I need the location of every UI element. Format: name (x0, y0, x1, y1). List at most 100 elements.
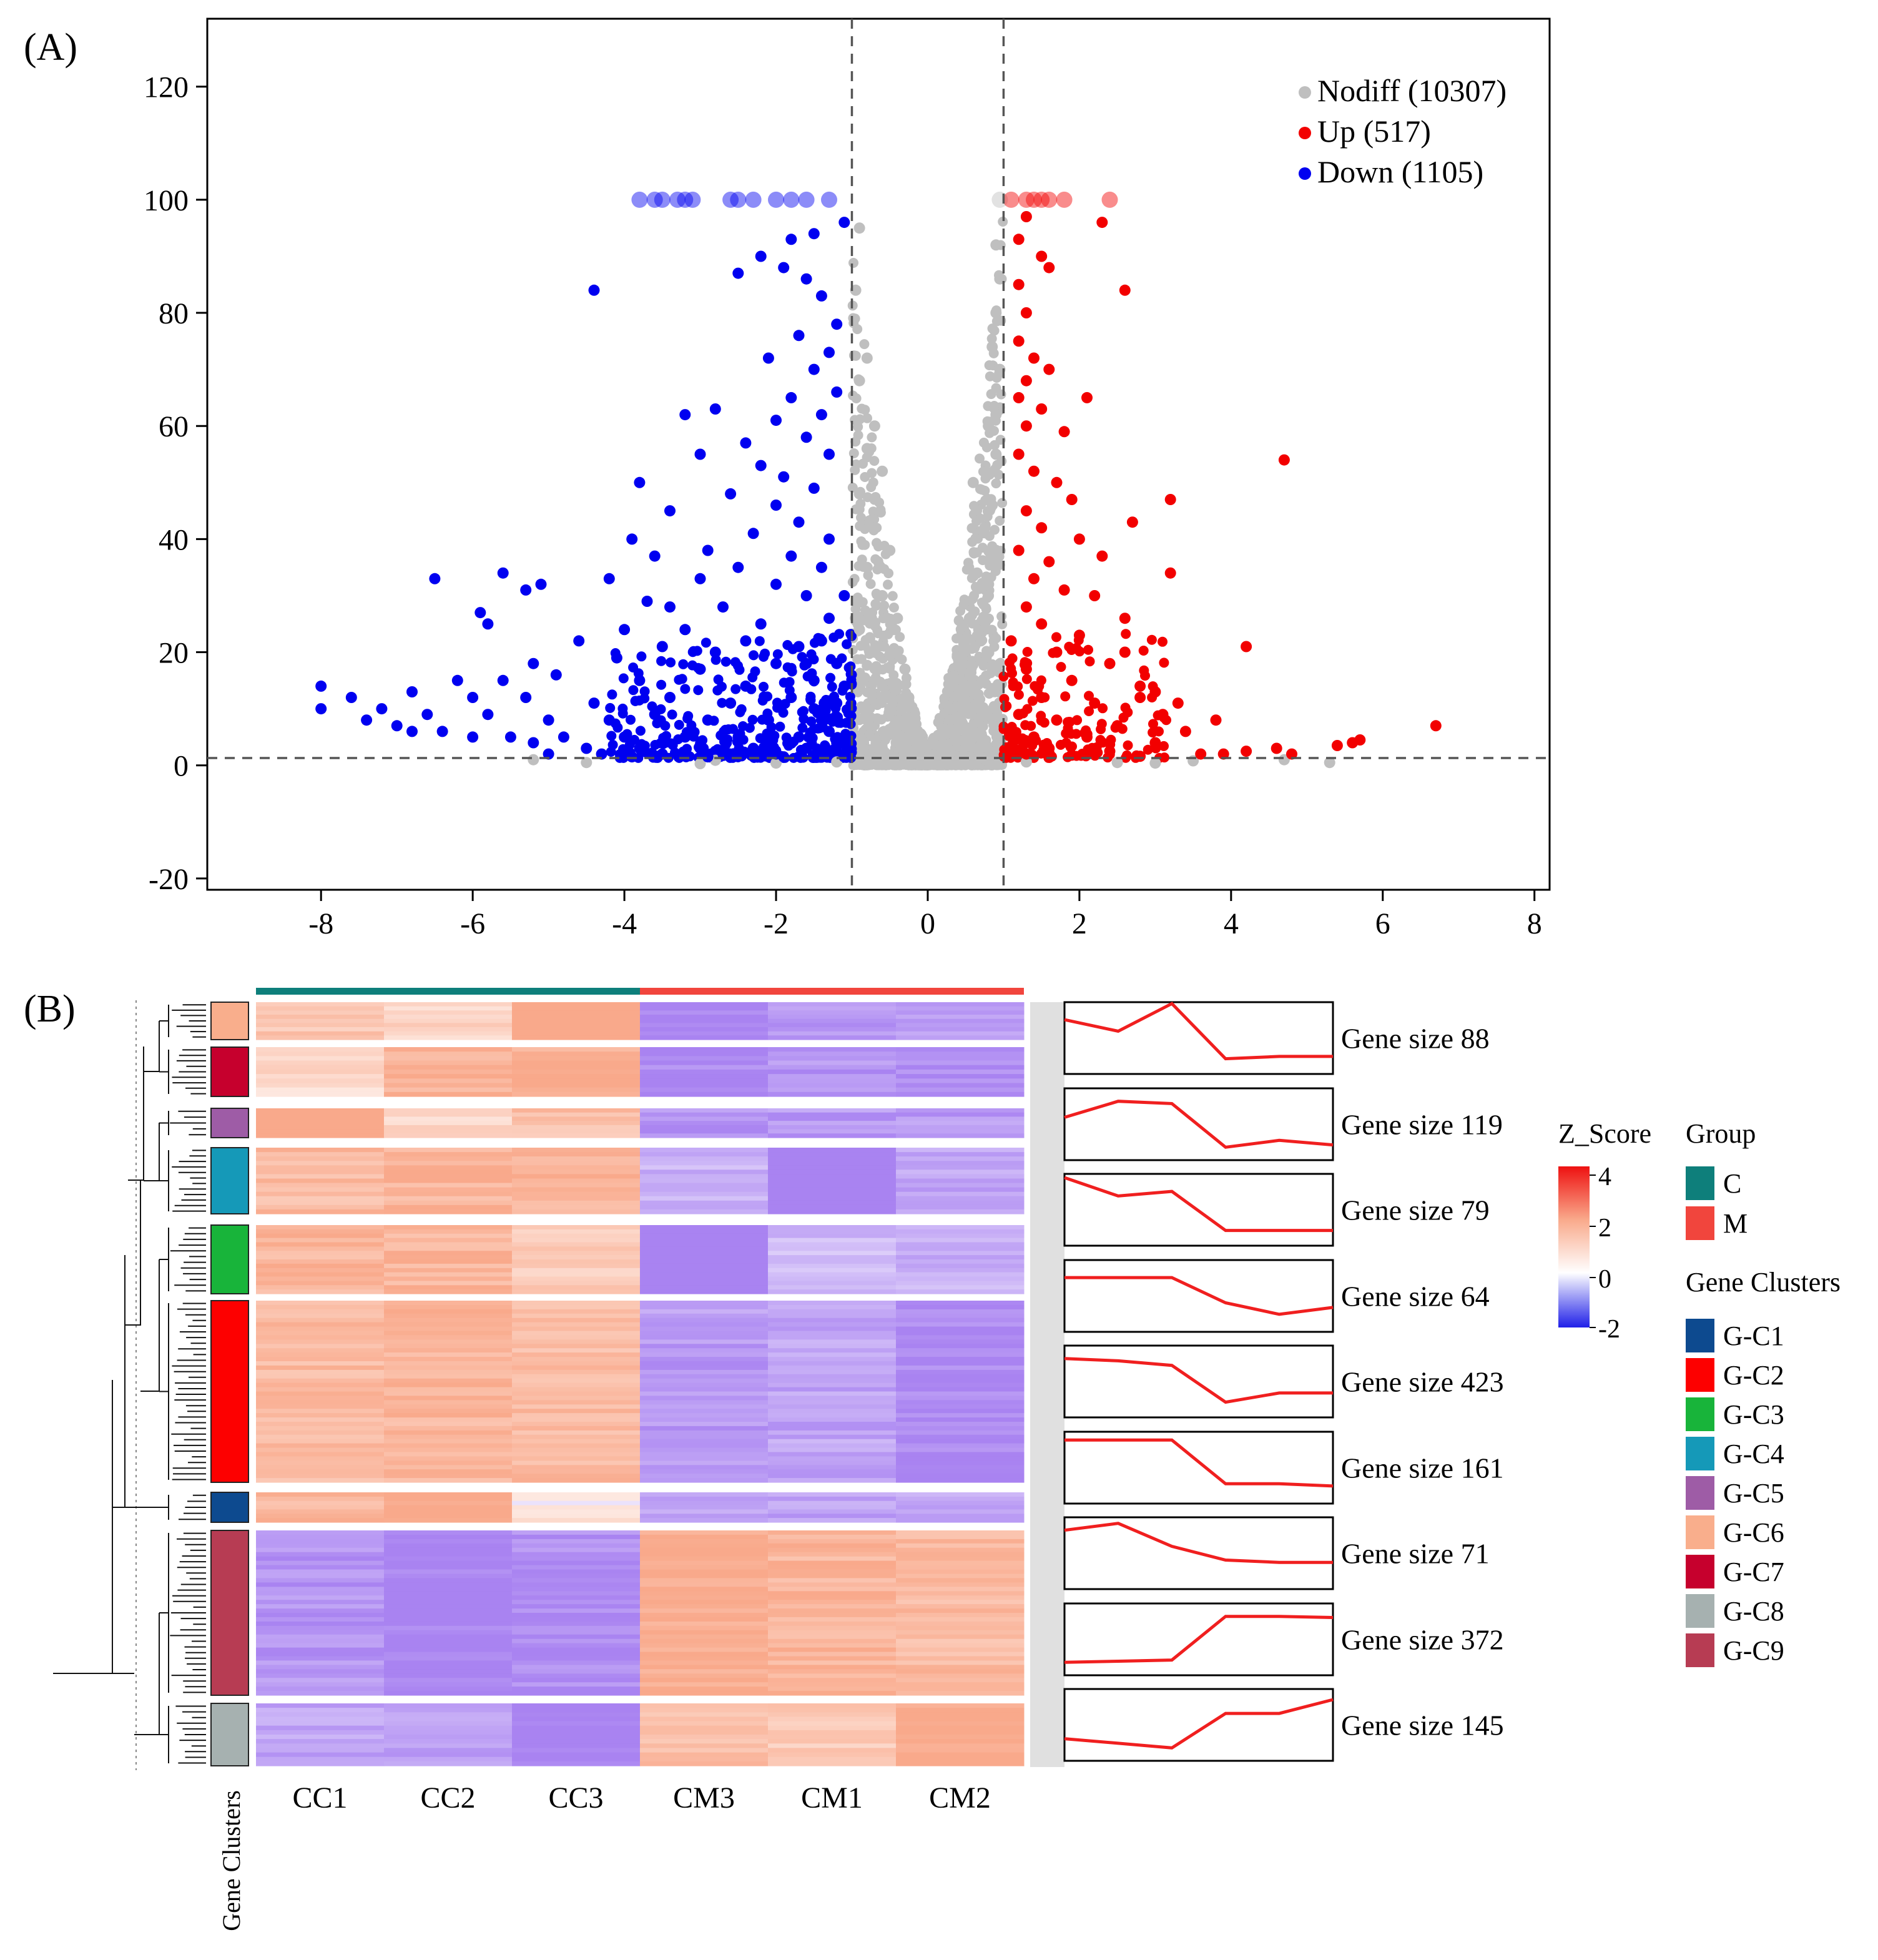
down-point (666, 657, 676, 667)
up-point (1179, 726, 1191, 737)
heatmap-cell (384, 1422, 513, 1427)
nodiff-point (962, 758, 973, 769)
down-point (799, 714, 809, 724)
cluster-color-bar (210, 1703, 249, 1766)
column-label: CC1 (292, 1781, 347, 1815)
nodiff-point (986, 500, 998, 511)
heatmap-cell (512, 1573, 641, 1578)
heatmap-cell (896, 1569, 1025, 1574)
up-point (1066, 749, 1078, 761)
heatmap-cell (640, 1209, 769, 1214)
cluster-swatch (1686, 1555, 1714, 1588)
heatmap-cell (896, 1582, 1025, 1587)
heatmap-cell (512, 1687, 641, 1692)
down-point (661, 731, 672, 741)
heatmap-cell (512, 1196, 641, 1201)
up-point (1119, 613, 1131, 624)
nodiff-point (856, 513, 866, 523)
heatmap-cell (640, 1272, 769, 1278)
up-point (1331, 740, 1343, 751)
heatmap-cell (512, 1660, 641, 1665)
heatmap-cell (768, 1322, 897, 1327)
heatmap-cell (512, 1165, 641, 1170)
heatmap-cell (640, 1378, 769, 1384)
heatmap-cell (256, 1339, 385, 1344)
heatmap-cell (640, 1335, 769, 1340)
heatmap-cell (256, 1443, 385, 1449)
heatmap-cell (512, 1465, 641, 1470)
heatmap-cell (384, 1417, 513, 1422)
nodiff-point (1324, 757, 1335, 769)
down-point (758, 743, 769, 754)
heatmap-cell (768, 1374, 897, 1379)
heatmap-cell (768, 1621, 897, 1627)
heatmap-cell (768, 1074, 897, 1079)
heatmap-cell (768, 1331, 897, 1336)
heatmap-cell (640, 1251, 769, 1256)
heatmap-cell (768, 1604, 897, 1609)
heatmap-cell (384, 1387, 513, 1392)
heatmap-cell (512, 1023, 641, 1028)
heatmap-cell (512, 1233, 641, 1239)
heatmap-cell (640, 1417, 769, 1422)
cluster-color-bar (210, 1108, 249, 1138)
up-point (1146, 634, 1157, 645)
heatmap-cell (896, 1112, 1025, 1117)
heatmap-cell (256, 1148, 385, 1153)
heatmap-cell (384, 1469, 513, 1474)
heatmap-cell (768, 1065, 897, 1070)
heatmap-cell (512, 1604, 641, 1609)
heatmap-cell (768, 1152, 897, 1157)
heatmap-cell (768, 1573, 897, 1578)
up-point (1074, 646, 1085, 657)
heatmap-cell (384, 1430, 513, 1436)
heatmap-cell (896, 1560, 1025, 1566)
heatmap-cell (256, 1018, 385, 1023)
heatmap-cell (640, 1281, 769, 1286)
heatmap-cell (768, 1434, 897, 1440)
nodiff-point (869, 514, 880, 524)
nodiff-point (948, 670, 959, 681)
heatmap-cell (256, 1743, 385, 1748)
heatmap-cell (896, 1396, 1025, 1401)
heatmap-cell (256, 1569, 385, 1574)
down-point (550, 669, 562, 681)
heatmap-cell (256, 1035, 385, 1040)
heatmap-cell (512, 1539, 641, 1544)
up-point (1013, 448, 1025, 460)
heatmap-cell (256, 1539, 385, 1544)
heatmap-cell (640, 1500, 769, 1506)
heatmap-cell (384, 1647, 513, 1653)
heatmap-cell (384, 1178, 513, 1184)
nodiff-point (930, 751, 941, 763)
nodiff-point (990, 687, 1000, 697)
nodiff-point (853, 222, 865, 234)
heatmap-cell (640, 1027, 769, 1032)
down-point (611, 652, 622, 664)
heatmap-cell (768, 1161, 897, 1166)
down-point (717, 601, 729, 613)
down-point (755, 460, 767, 471)
heatmap-cell (896, 1391, 1025, 1396)
nodiff-point (952, 701, 963, 712)
heatmap-cell (256, 1756, 385, 1762)
heatmap-cell (384, 1514, 513, 1519)
up-point (1018, 191, 1035, 208)
up-point (1051, 714, 1063, 726)
up-point (1430, 720, 1442, 732)
heatmap-cell (384, 1065, 513, 1070)
row-annotation-label: Gene Clusters (217, 1790, 245, 1931)
gene-size-label: Gene size 71 (1341, 1538, 1490, 1570)
heatmap-cell (896, 1439, 1025, 1444)
nodiff-point (887, 591, 898, 601)
down-point (694, 573, 706, 584)
cluster-swatch (1686, 1633, 1714, 1667)
heatmap-cell (512, 1304, 641, 1310)
nodiff-point (854, 504, 865, 515)
down-point (821, 191, 837, 208)
nodiff-point (996, 611, 1007, 622)
heatmap-cell (640, 1621, 769, 1627)
up-point (1148, 719, 1158, 729)
heatmap-cell (896, 1500, 1025, 1506)
heatmap-cell (896, 1743, 1025, 1748)
